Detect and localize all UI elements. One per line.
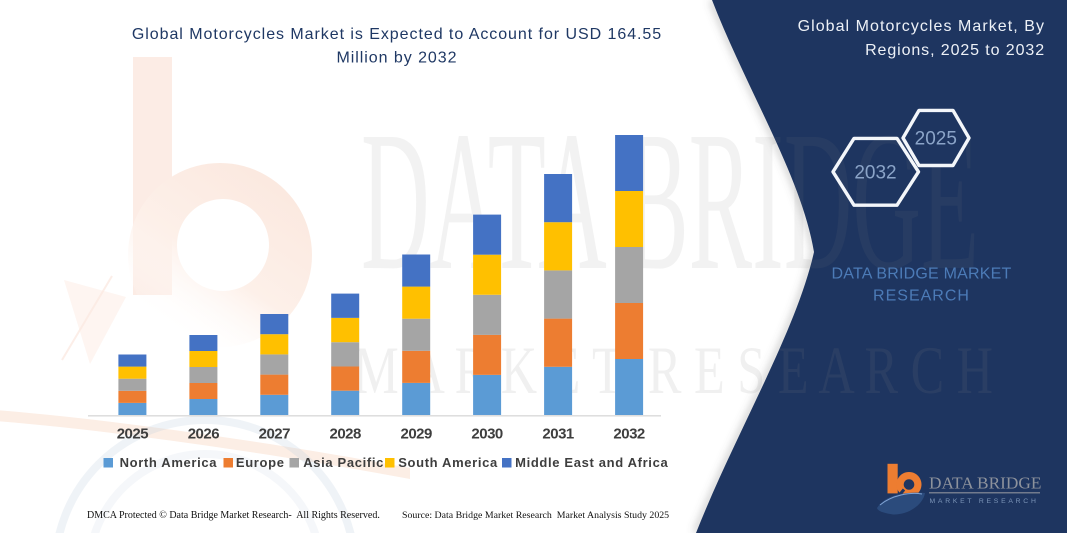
svg-text:North America: North America: [120, 455, 218, 470]
svg-text:South America: South America: [398, 455, 498, 470]
svg-text:DATA BRIDGE: DATA BRIDGE: [929, 474, 1041, 493]
svg-text:2032: 2032: [613, 426, 645, 443]
svg-text:2025: 2025: [915, 129, 957, 150]
svg-text:RESEARCH: RESEARCH: [873, 288, 970, 305]
svg-text:M A R K E T R E S E A R C H: M A R K E T R E S E A R C H: [354, 332, 993, 408]
svg-text:2026: 2026: [188, 426, 220, 443]
svg-text:DMCA Protected © Data Bridge M: DMCA Protected © Data Bridge Market Rese…: [87, 510, 380, 521]
svg-text:Regions, 2025 to 2032: Regions, 2025 to 2032: [865, 42, 1045, 59]
svg-text:Europe: Europe: [236, 455, 285, 470]
svg-text:2027: 2027: [259, 426, 291, 443]
svg-text:Million by 2032: Million by 2032: [337, 50, 458, 67]
svg-text:Asia Pacific: Asia Pacific: [303, 455, 384, 470]
svg-text:Source: Data Bridge Market Res: Source: Data Bridge Market Research Mark…: [402, 510, 669, 521]
svg-text:2028: 2028: [330, 426, 362, 443]
svg-text:2025: 2025: [117, 426, 149, 443]
svg-text:2031: 2031: [542, 426, 574, 443]
svg-text:MARKET RESEARCH: MARKET RESEARCH: [930, 498, 1039, 505]
svg-text:2029: 2029: [401, 426, 433, 443]
svg-text:2030: 2030: [471, 426, 503, 443]
svg-text:Middle East and Africa: Middle East and Africa: [515, 455, 668, 470]
svg-text:2032: 2032: [854, 163, 896, 184]
svg-text:Global Motorcycles Market is E: Global Motorcycles Market is Expected to…: [132, 26, 662, 43]
svg-text:Global Motorcycles Market, By: Global Motorcycles Market, By: [798, 18, 1045, 35]
svg-text:DATA BRIDGE: DATA BRIDGE: [361, 91, 979, 312]
svg-text:DATA BRIDGE MARKET: DATA BRIDGE MARKET: [832, 266, 1012, 283]
